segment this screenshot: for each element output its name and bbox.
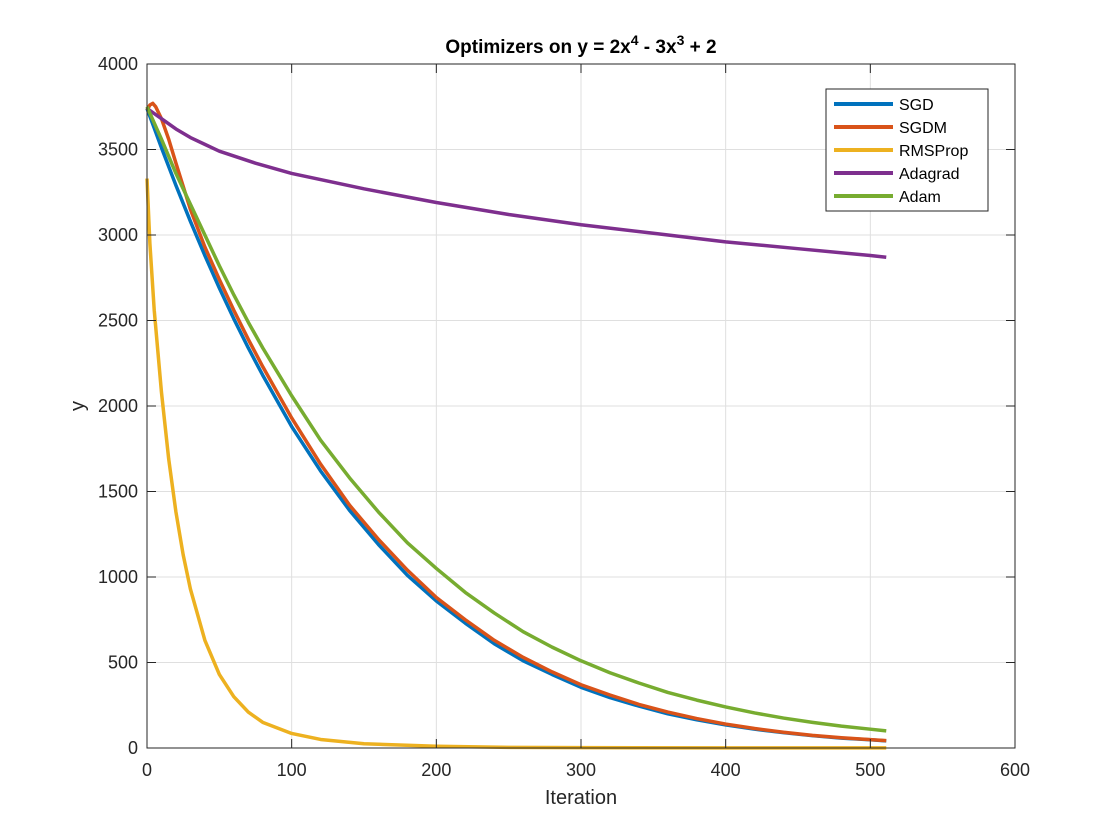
x-tick-label: 500 (855, 760, 885, 780)
y-tick-label: 1000 (98, 567, 138, 587)
legend-label-sgdm: SGDM (899, 120, 947, 137)
y-tick-label: 0 (128, 738, 138, 758)
x-tick-label: 300 (566, 760, 596, 780)
legend-label-adagrad: Adagrad (899, 166, 960, 183)
x-tick-label: 400 (711, 760, 741, 780)
y-tick-label: 3500 (98, 140, 138, 160)
y-tick-labels: 0 500 1000 1500 2000 2500 3000 3500 4000 (98, 54, 138, 758)
y-tick-label: 3000 (98, 225, 138, 245)
tick-marks (146, 63, 1016, 749)
series-lines (145, 101, 887, 750)
legend-label-sgd: SGD (899, 97, 934, 114)
series-line-rmsprop (145, 178, 887, 750)
x-tick-label: 100 (277, 760, 307, 780)
y-tick-label: 500 (108, 653, 138, 673)
y-tick-label: 1500 (98, 482, 138, 502)
series-line-adam (145, 106, 887, 733)
legend-label-rmsprop: RMSProp (899, 143, 968, 160)
x-tick-label: 200 (421, 760, 451, 780)
x-tick-label: 600 (1000, 760, 1030, 780)
y-tick-label: 2000 (98, 396, 138, 416)
y-axis-label: y (67, 401, 89, 411)
x-tick-label: 0 (142, 760, 152, 780)
legend: SGD SGDM RMSProp Adagrad Adam (825, 88, 989, 212)
y-tick-label: 2500 (98, 311, 138, 331)
chart-title: Optimizers on y = 2x4 - 3x3 + 2 (445, 32, 716, 58)
x-axis-label: Iteration (545, 787, 617, 809)
legend-entries: SGD SGDM RMSProp Adagrad Adam (834, 97, 968, 206)
legend-label-adam: Adam (899, 189, 941, 206)
y-tick-label: 4000 (98, 54, 138, 74)
x-tick-labels: 0 100 200 300 400 500 600 (142, 760, 1030, 780)
series-line-adagrad (145, 107, 887, 259)
series-line-sgdm (145, 101, 887, 743)
